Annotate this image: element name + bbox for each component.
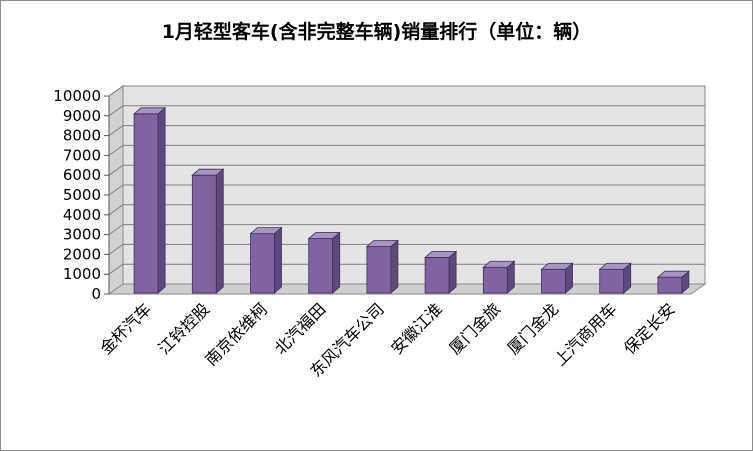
bar xyxy=(250,233,275,294)
chart-title: 1月轻型客车(含非完整车辆)销量排行（单位：辆） xyxy=(161,21,592,43)
bar xyxy=(482,266,508,294)
x-tick-label: 北汽福田 xyxy=(271,299,330,358)
gridline-diagonal xyxy=(108,105,124,117)
x-tick-label: 上汽商用车 xyxy=(551,299,621,369)
y-tick-label: 5000 xyxy=(63,186,101,204)
gridline-diagonal xyxy=(108,243,124,255)
bar xyxy=(366,246,392,294)
y-tick-label: 0 xyxy=(91,285,101,303)
y-tick-label: 7000 xyxy=(63,146,101,164)
bar-top xyxy=(656,270,690,278)
x-tick-label: 厦门金龙 xyxy=(504,299,563,358)
bar-top xyxy=(307,232,341,239)
gridline-diagonal xyxy=(108,184,124,196)
bar-top xyxy=(482,260,516,268)
gridline-diagonal xyxy=(108,125,124,137)
bar xyxy=(308,238,334,294)
bar-side xyxy=(390,239,399,294)
y-tick-label: 3000 xyxy=(63,226,101,244)
gridline-diagonal xyxy=(108,144,124,156)
bar xyxy=(424,256,450,294)
bar-side xyxy=(157,106,166,294)
bar-side xyxy=(274,226,282,294)
y-tick-label: 6000 xyxy=(63,166,101,184)
y-tick-label: 10000 xyxy=(53,87,101,105)
bar-side xyxy=(215,168,224,294)
bar xyxy=(657,276,683,294)
bar-top xyxy=(424,250,458,258)
y-tick-label: 2000 xyxy=(63,245,101,263)
y-axis-ticks: 0100020003000400050006000700080009000100… xyxy=(53,87,110,303)
y-tick-label: 8000 xyxy=(63,127,101,145)
bars xyxy=(133,106,690,294)
gridline-diagonal xyxy=(108,204,124,216)
bar-top xyxy=(540,262,574,270)
bar-side xyxy=(332,231,341,294)
bar-top xyxy=(133,107,167,115)
y-tick-label: 9000 xyxy=(63,107,101,125)
gridline-diagonal xyxy=(108,164,124,176)
gridline-diagonal xyxy=(108,224,124,236)
x-tick-label: 安徽江淮 xyxy=(387,299,446,358)
gridline-diagonal xyxy=(108,263,124,275)
x-tick-label: 南京依维柯 xyxy=(201,299,271,369)
bar-top xyxy=(191,168,225,176)
y-tick-label: 1000 xyxy=(63,265,101,283)
bar-side xyxy=(448,250,457,294)
bar-top xyxy=(249,227,283,235)
x-tick-label: 保定长安 xyxy=(620,299,679,358)
bar xyxy=(541,268,566,294)
x-tick-label: 江铃控股 xyxy=(154,299,213,358)
x-tick-label: 厦门金旅 xyxy=(445,299,504,358)
x-tick-label: 金杯汽车 xyxy=(96,299,155,358)
bar xyxy=(133,113,159,294)
bar-top xyxy=(598,262,632,270)
gridline-diagonal xyxy=(108,85,124,97)
bar-top xyxy=(365,240,399,247)
bar xyxy=(599,268,625,294)
y-tick-label: 4000 xyxy=(63,206,101,224)
bar xyxy=(191,174,217,294)
